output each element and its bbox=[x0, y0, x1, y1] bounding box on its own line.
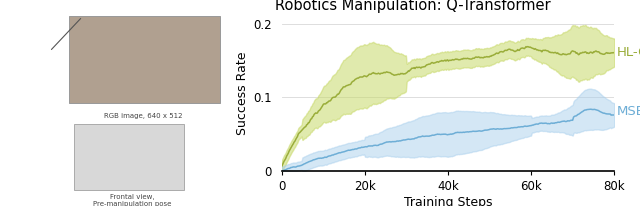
Text: HL-Gauss: HL-Gauss bbox=[616, 46, 640, 59]
X-axis label: Training Steps: Training Steps bbox=[404, 196, 492, 206]
Bar bbox=[69, 16, 220, 103]
Bar bbox=[74, 124, 184, 190]
Text: MSE: MSE bbox=[616, 105, 640, 118]
Text: Robotics Manipulation: Q-Transformer: Robotics Manipulation: Q-Transformer bbox=[275, 0, 550, 13]
Text: RGB image, 640 x 512: RGB image, 640 x 512 bbox=[104, 113, 182, 119]
Text: Frontal view,
Pre-manipulation pose: Frontal view, Pre-manipulation pose bbox=[93, 194, 172, 206]
Y-axis label: Success Rate: Success Rate bbox=[236, 52, 249, 136]
